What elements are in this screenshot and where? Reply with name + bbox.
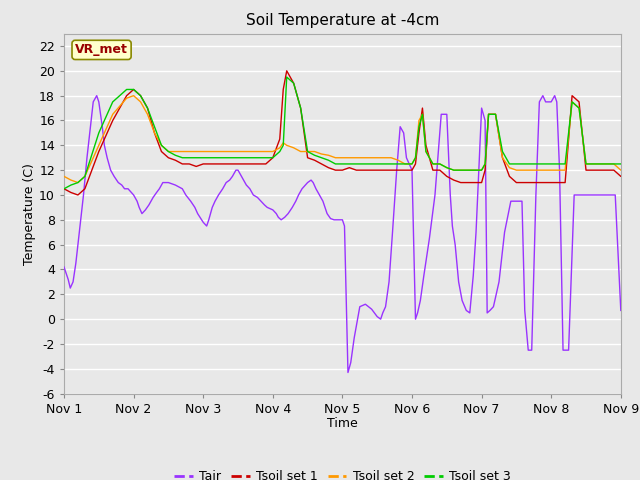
Y-axis label: Temperature (C): Temperature (C)	[23, 163, 36, 264]
X-axis label: Time: Time	[327, 417, 358, 430]
Legend: Tair, Tsoil set 1, Tsoil set 2, Tsoil set 3: Tair, Tsoil set 1, Tsoil set 2, Tsoil se…	[169, 465, 516, 480]
Title: Soil Temperature at -4cm: Soil Temperature at -4cm	[246, 13, 439, 28]
Text: VR_met: VR_met	[75, 43, 128, 56]
